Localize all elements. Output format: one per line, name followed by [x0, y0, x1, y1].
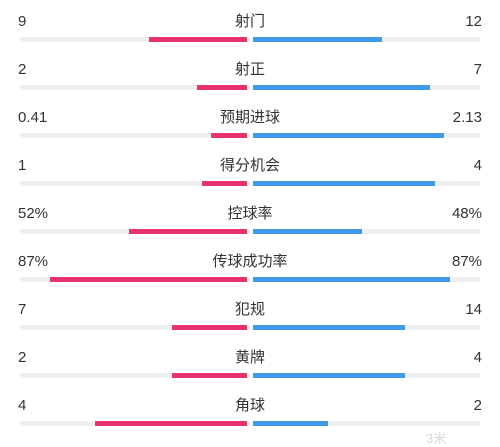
away-bar-track	[253, 85, 480, 90]
home-bar-track	[20, 37, 247, 42]
away-bar-fill	[253, 229, 362, 234]
away-bar-fill	[253, 37, 382, 42]
stat-row: 2 黄牌 4	[0, 349, 500, 397]
home-bar-track	[20, 133, 247, 138]
stat-label: 犯规	[234, 301, 265, 318]
away-value: 12	[465, 13, 482, 30]
home-bar-fill	[129, 229, 247, 234]
home-value: 9	[18, 13, 27, 30]
home-value: 2	[18, 349, 27, 366]
home-bar-track	[20, 373, 247, 378]
home-value: 4	[18, 397, 27, 414]
home-value: 52%	[18, 205, 49, 222]
home-bar-track	[20, 229, 247, 234]
home-bar-fill	[197, 85, 247, 90]
away-value: 14	[465, 301, 482, 318]
home-bar-fill	[149, 37, 247, 42]
stat-label: 传球成功率	[212, 253, 288, 270]
home-bar-fill	[172, 373, 247, 378]
away-value: 2	[473, 397, 482, 414]
home-bar-fill	[95, 421, 247, 426]
home-bar-fill	[172, 325, 247, 330]
home-value: 7	[18, 301, 27, 318]
away-bar-fill	[253, 277, 450, 282]
away-bar-fill	[253, 325, 405, 330]
away-bar-fill	[253, 85, 430, 90]
away-bar-track	[253, 421, 480, 426]
stat-row: 2 射正 7	[0, 61, 500, 109]
stat-label: 射门	[234, 13, 265, 30]
stat-row: 1 得分机会 4	[0, 157, 500, 205]
stat-row: 9 射门 12	[0, 13, 500, 61]
home-bar-fill	[50, 277, 247, 282]
away-bar-track	[253, 325, 480, 330]
stat-label: 预期进球	[219, 109, 280, 126]
away-value: 4	[473, 349, 482, 366]
home-bar-track	[20, 277, 247, 282]
stat-label: 控球率	[227, 205, 273, 222]
away-bar-track	[253, 229, 480, 234]
home-value: 1	[18, 157, 27, 174]
stat-label: 射正	[234, 61, 265, 78]
home-bar-fill	[211, 133, 247, 138]
away-value: 2.13	[452, 109, 482, 126]
stat-row: 87% 传球成功率 87%	[0, 253, 500, 301]
stat-label: 角球	[234, 397, 265, 414]
stat-row: 4 角球 2	[0, 397, 500, 445]
home-value: 0.41	[18, 109, 48, 126]
home-bar-track	[20, 85, 247, 90]
away-bar-fill	[253, 181, 435, 186]
home-value: 2	[18, 61, 27, 78]
away-value: 48%	[451, 205, 482, 222]
away-bar-track	[253, 373, 480, 378]
away-bar-track	[253, 37, 480, 42]
away-value: 87%	[451, 253, 482, 270]
stat-row: 7 犯规 14	[0, 301, 500, 349]
away-bar-track	[253, 133, 480, 138]
stat-label: 得分机会	[219, 157, 280, 174]
home-bar-track	[20, 421, 247, 426]
away-bar-fill	[253, 373, 405, 378]
away-value: 7	[473, 61, 482, 78]
stat-row: 0.41 预期进球 2.13	[0, 109, 500, 157]
away-bar-fill	[253, 133, 444, 138]
watermark: 3米	[426, 431, 447, 446]
away-bar-track	[253, 277, 480, 282]
home-bar-track	[20, 181, 247, 186]
stat-row: 52% 控球率 48%	[0, 205, 500, 253]
stat-label: 黄牌	[234, 349, 265, 366]
away-value: 4	[473, 157, 482, 174]
away-bar-track	[253, 181, 480, 186]
away-bar-fill	[253, 421, 328, 426]
home-bar-fill	[202, 181, 247, 186]
home-bar-track	[20, 325, 247, 330]
home-value: 87%	[18, 253, 49, 270]
